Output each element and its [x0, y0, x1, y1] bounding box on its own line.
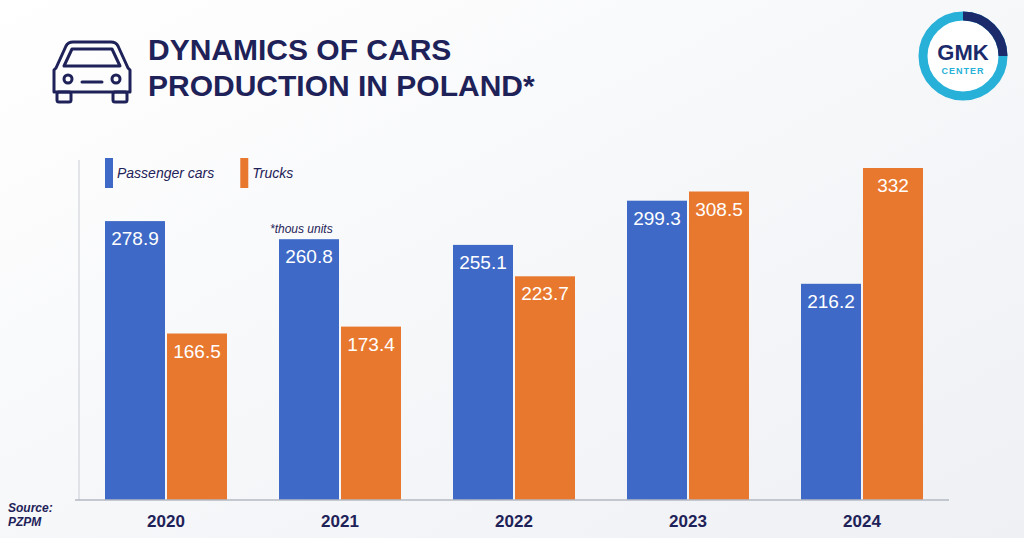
- x-axis: [75, 499, 949, 501]
- legend-label: Trucks: [252, 165, 293, 181]
- data-label: 278.9: [111, 228, 159, 249]
- x-tick-label: 2023: [669, 512, 707, 531]
- bars: [105, 168, 923, 500]
- data-label: 223.7: [521, 283, 569, 304]
- car-wheel: [113, 92, 127, 102]
- data-label: 166.5: [173, 341, 221, 362]
- data-label: 173.4: [347, 334, 395, 355]
- title: DYNAMICS OF CARSPRODUCTION IN POLAND*: [148, 33, 535, 102]
- chart: DYNAMICS OF CARSPRODUCTION IN POLAND* GMK…: [0, 0, 1024, 538]
- background: [0, 0, 1024, 538]
- data-label: 260.8: [285, 246, 333, 267]
- car-icon: [54, 42, 130, 102]
- car-wheel: [57, 92, 71, 102]
- bar: [453, 245, 513, 500]
- bar: [627, 201, 687, 500]
- bar: [689, 192, 749, 501]
- bar: [341, 327, 401, 500]
- bar: [167, 334, 227, 501]
- bar: [105, 221, 165, 500]
- y-axis: [79, 160, 80, 500]
- car-light: [112, 75, 120, 83]
- car-light: [64, 75, 72, 83]
- data-label: 255.1: [459, 252, 507, 273]
- logo-ring: [923, 16, 1003, 96]
- logo: GMKCENTER: [923, 16, 1003, 96]
- car-grille: [82, 81, 102, 84]
- data-labels: 278.9 166.5 260.8 173.4 255.1 223.7 299.3 308.5…: [111, 175, 909, 362]
- legend: Passenger cars Trucks: [105, 158, 293, 188]
- bar: [279, 239, 339, 500]
- car-window: [64, 49, 120, 66]
- source: Source:PZPM: [8, 501, 53, 529]
- note: *thous units: [270, 222, 333, 236]
- bar: [515, 276, 575, 500]
- data-label: 299.3: [633, 208, 681, 229]
- logo-text: GMKCENTER: [937, 40, 988, 76]
- x-tick-label: 2024: [843, 512, 881, 531]
- bar: [863, 168, 923, 500]
- x-tick-label: 2020: [147, 512, 185, 531]
- data-label: 216.2: [807, 291, 855, 312]
- x-tick-label: 2021: [321, 512, 359, 531]
- data-label: 308.5: [695, 199, 743, 220]
- legend-swatch: [105, 158, 113, 188]
- data-label: 332: [877, 175, 909, 196]
- legend-label: Passenger cars: [117, 165, 214, 181]
- car-body: [54, 42, 130, 92]
- bar: [801, 284, 861, 500]
- legend-swatch: [240, 158, 248, 188]
- x-tick-label: 2022: [495, 512, 533, 531]
